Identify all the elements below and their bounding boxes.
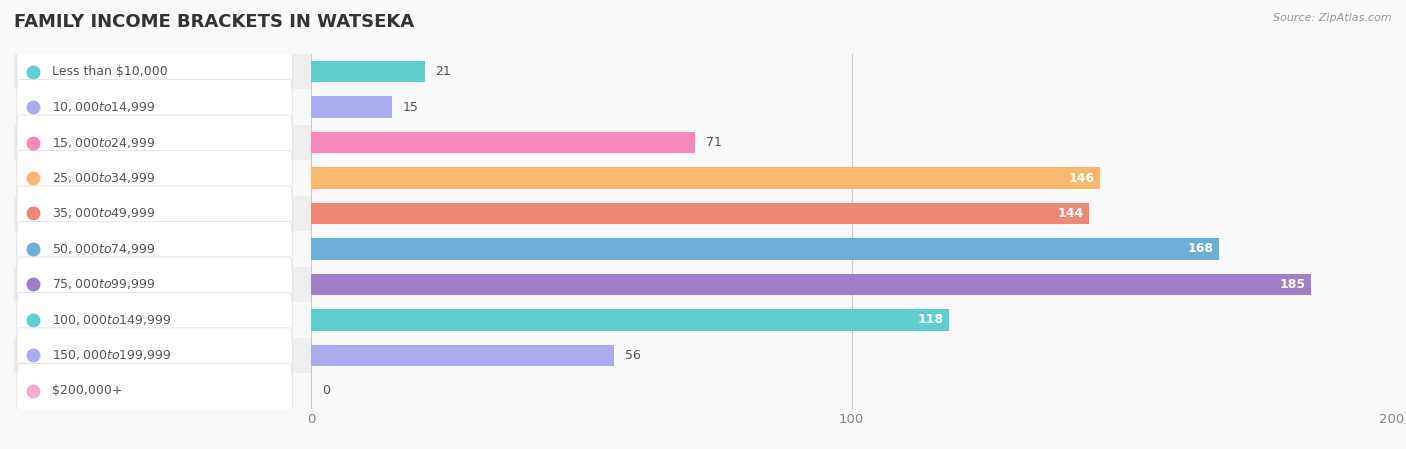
Bar (0, 267, 311, 302)
Bar (0, 302, 311, 338)
Bar (0, 196, 311, 231)
Text: 146: 146 (1069, 172, 1095, 185)
Text: Source: ZipAtlas.com: Source: ZipAtlas.com (1274, 13, 1392, 23)
FancyBboxPatch shape (17, 44, 292, 99)
Text: 168: 168 (1188, 242, 1213, 255)
FancyBboxPatch shape (17, 292, 292, 348)
Text: $150,000 to $199,999: $150,000 to $199,999 (52, 348, 172, 362)
Bar (311, 238, 1219, 260)
Text: $35,000 to $49,999: $35,000 to $49,999 (52, 207, 156, 220)
Text: FAMILY INCOME BRACKETS IN WATSEKA: FAMILY INCOME BRACKETS IN WATSEKA (14, 13, 415, 31)
Bar (311, 132, 695, 153)
FancyBboxPatch shape (17, 186, 292, 241)
Bar (0, 231, 311, 267)
Bar (311, 167, 1099, 189)
Text: $50,000 to $74,999: $50,000 to $74,999 (52, 242, 156, 256)
Bar (311, 97, 392, 118)
Bar (311, 274, 1310, 295)
Text: $25,000 to $34,999: $25,000 to $34,999 (52, 171, 156, 185)
Text: $15,000 to $24,999: $15,000 to $24,999 (52, 136, 156, 150)
FancyBboxPatch shape (17, 221, 292, 277)
Bar (0, 160, 311, 196)
Text: 21: 21 (436, 65, 451, 78)
FancyBboxPatch shape (17, 363, 292, 418)
Text: 185: 185 (1279, 278, 1306, 291)
Text: $75,000 to $99,999: $75,000 to $99,999 (52, 277, 156, 291)
Bar (311, 345, 614, 366)
FancyBboxPatch shape (17, 79, 292, 135)
Text: $200,000+: $200,000+ (52, 384, 122, 397)
FancyBboxPatch shape (17, 115, 292, 170)
Text: Less than $10,000: Less than $10,000 (52, 65, 167, 78)
Bar (311, 309, 949, 330)
Bar (311, 61, 425, 82)
Bar (0, 338, 311, 373)
Text: 144: 144 (1057, 207, 1084, 220)
Text: $10,000 to $14,999: $10,000 to $14,999 (52, 100, 156, 114)
Bar (0, 373, 311, 409)
FancyBboxPatch shape (17, 257, 292, 312)
Text: 118: 118 (917, 313, 943, 326)
FancyBboxPatch shape (17, 328, 292, 383)
Text: 15: 15 (404, 101, 419, 114)
Text: $100,000 to $149,999: $100,000 to $149,999 (52, 313, 172, 327)
Text: 56: 56 (624, 349, 641, 362)
Bar (0, 54, 311, 89)
FancyBboxPatch shape (17, 150, 292, 206)
Bar (311, 203, 1090, 224)
Text: 71: 71 (706, 136, 721, 149)
Bar (0, 125, 311, 160)
Text: 0: 0 (322, 384, 330, 397)
Bar (0, 89, 311, 125)
